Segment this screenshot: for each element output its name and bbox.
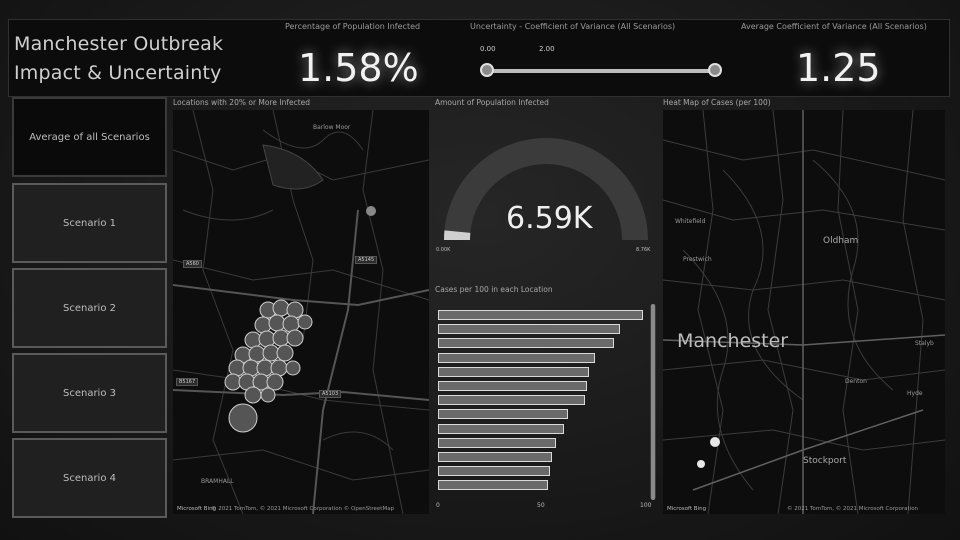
kpi-infected-label: Percentage of Population Infected <box>285 22 421 31</box>
place-label: Prestwich <box>683 256 712 263</box>
map-left-label: Locations with 20% or More Infected <box>173 98 311 107</box>
gauge-min-label: 0.00K <box>436 247 451 253</box>
slider-min-label: 0.00 <box>480 45 496 53</box>
bar[interactable] <box>438 310 643 320</box>
bar[interactable] <box>438 338 614 349</box>
place-label: Whitefield <box>675 218 706 225</box>
bar[interactable] <box>438 452 552 462</box>
bar[interactable] <box>438 352 596 363</box>
map-right-roads <box>663 110 945 514</box>
scenario-2-button[interactable]: Scenario 2 <box>12 268 167 348</box>
place-label: Denton <box>845 378 867 385</box>
map-right-label: Heat Map of Cases (per 100) <box>663 98 771 107</box>
bar[interactable] <box>438 324 621 335</box>
bar[interactable] <box>438 381 588 391</box>
road-badge: A560 <box>183 260 202 268</box>
header-bar <box>8 19 950 97</box>
city-label: Manchester <box>677 330 789 352</box>
bar[interactable] <box>438 423 565 434</box>
scenario-1-button[interactable]: Scenario 1 <box>12 183 167 263</box>
scenario-label: Scenario 2 <box>62 302 116 314</box>
heat-map[interactable]: Manchester Whitefield Prestwich Oldham S… <box>663 110 945 514</box>
bar-chart-scrollbar-thumb[interactable] <box>651 304 655 500</box>
gauge-label: Amount of Population Infected <box>435 98 549 107</box>
place-label: Stockport <box>803 456 847 466</box>
road-badge: A5103 <box>319 390 342 398</box>
kpi-infected-value: 1.58% <box>298 46 419 90</box>
road-badge: A5145 <box>355 256 378 264</box>
gauge-value: 6.59K <box>506 201 593 236</box>
scenario-label: Scenario 1 <box>62 217 116 229</box>
bar[interactable] <box>438 409 569 420</box>
x-tick-label: 50 <box>537 502 545 509</box>
bar[interactable] <box>438 366 590 377</box>
place-label: Hyde <box>907 390 923 397</box>
bar[interactable] <box>438 395 585 406</box>
uncertainty-label: Uncertainty - Coefficient of Variance (A… <box>470 22 676 31</box>
slider-max-label: 2.00 <box>539 45 555 53</box>
place-label: Barlow Moor <box>313 124 351 131</box>
scenario-4-button[interactable]: Scenario 4 <box>12 438 167 518</box>
scenario-label: Scenario 4 <box>62 472 116 484</box>
scenario-label: Average of all Scenarios <box>29 131 150 143</box>
bar[interactable] <box>438 480 548 491</box>
bing-logo: Microsoft Bing <box>177 506 217 512</box>
slider-max-handle[interactable] <box>708 63 722 77</box>
x-tick-label: 100 <box>640 502 652 509</box>
map-left-roads <box>173 110 429 514</box>
map-credit: © 2021 TomTom, © 2021 Microsoft Corporat… <box>211 506 395 512</box>
map-credit: © 2021 TomTom, © 2021 Microsoft Corporat… <box>787 506 919 512</box>
scenario-average-button[interactable]: Average of all Scenarios <box>12 97 167 177</box>
road-badge: B5167 <box>176 378 199 386</box>
bar[interactable] <box>438 466 550 477</box>
scenario-label: Scenario 3 <box>62 387 116 399</box>
place-label: BRAMHALL <box>201 478 234 485</box>
dashboard-title: Manchester Outbreak Impact & Uncertainty <box>14 33 224 84</box>
kpi-cov-label: Average Coefficient of Variance (All Sce… <box>741 22 927 31</box>
scenario-3-button[interactable]: Scenario 3 <box>12 353 167 433</box>
slider-min-handle[interactable] <box>480 63 494 77</box>
gauge-fill-arc <box>444 230 471 240</box>
bar[interactable] <box>438 437 556 448</box>
kpi-cov-value: 1.25 <box>796 46 881 90</box>
gauge-max-label: 8.76K <box>636 247 651 253</box>
place-label: Stalyb <box>915 340 934 347</box>
infected-locations-map[interactable]: Barlow Moor BRAMHALL A5145 A5103 B5167 A… <box>173 110 429 514</box>
bing-logo: Microsoft Bing <box>667 506 707 512</box>
population-gauge <box>444 138 648 240</box>
uncertainty-slider-track[interactable] <box>486 69 716 73</box>
bar-chart-label: Cases per 100 in each Location <box>435 285 553 294</box>
place-label: Oldham <box>823 236 859 246</box>
x-tick-label: 0 <box>436 502 440 509</box>
